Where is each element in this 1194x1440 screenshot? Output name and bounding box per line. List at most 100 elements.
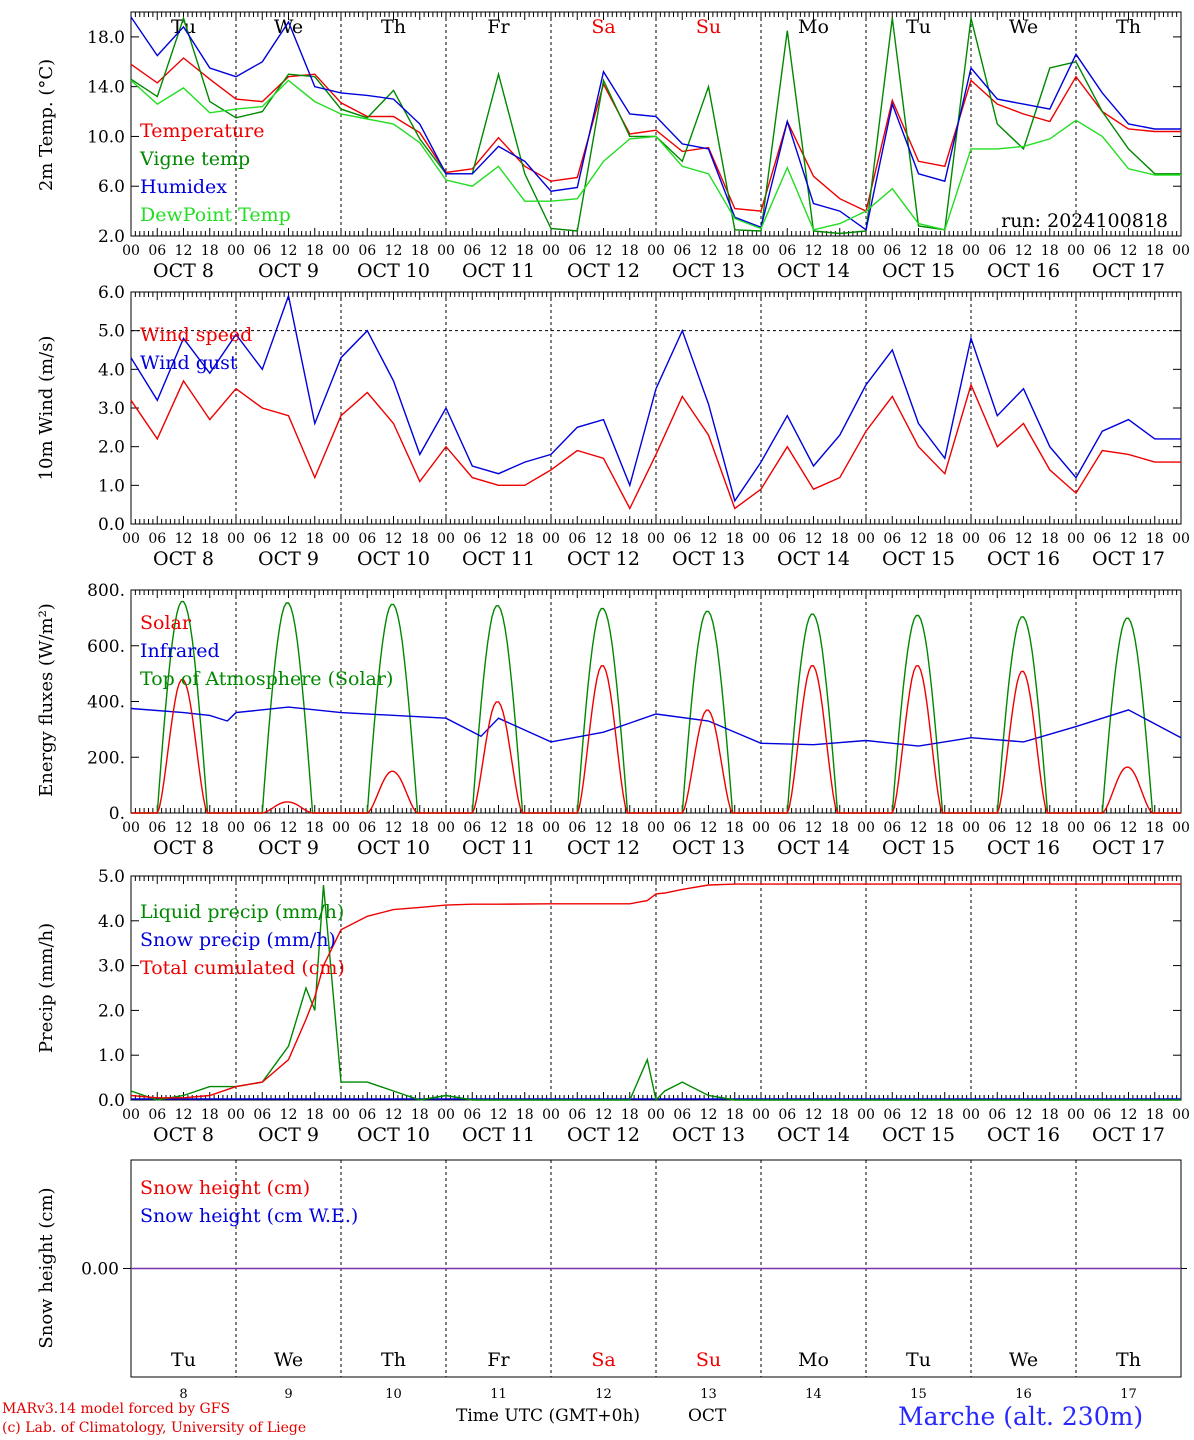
date-label: OCT 12 bbox=[567, 260, 640, 282]
hour-label: 00 bbox=[227, 531, 245, 547]
hour-label: 00 bbox=[437, 243, 455, 259]
date-label: OCT 11 bbox=[462, 1124, 535, 1146]
legend-entry: Wind gust bbox=[140, 352, 238, 374]
date-label: OCT 14 bbox=[777, 837, 850, 859]
date-label: OCT 9 bbox=[258, 837, 319, 859]
hour-label: 06 bbox=[1093, 820, 1111, 836]
hour-label: 18 bbox=[621, 243, 639, 259]
date-label: OCT 13 bbox=[672, 1124, 745, 1146]
hour-label: 12 bbox=[490, 243, 508, 259]
y-tick-label: 2.0 bbox=[98, 227, 125, 247]
hour-label: 12 bbox=[700, 1107, 718, 1123]
y-axis-label: 10m Wind (m/s) bbox=[36, 336, 57, 481]
hour-label: 18 bbox=[306, 820, 324, 836]
hour-label: 12 bbox=[805, 531, 823, 547]
date-label: OCT 17 bbox=[1092, 837, 1165, 859]
hour-label: 06 bbox=[1093, 531, 1111, 547]
hour-label: 00 bbox=[752, 1107, 770, 1123]
hour-label: 12 bbox=[175, 243, 193, 259]
legend-entry: Snow height (cm) bbox=[140, 1177, 310, 1199]
hour-label: 12 bbox=[175, 820, 193, 836]
date-label: OCT 13 bbox=[672, 837, 745, 859]
hour-label: 06 bbox=[148, 820, 166, 836]
hour-label: 06 bbox=[883, 1107, 901, 1123]
y-tick-label: 400. bbox=[87, 693, 125, 713]
hour-label: 18 bbox=[201, 531, 219, 547]
hour-label: 12 bbox=[385, 243, 403, 259]
day-abbr: Th bbox=[381, 1349, 406, 1371]
hour-label: 06 bbox=[358, 1107, 376, 1123]
date-label: OCT 15 bbox=[882, 1124, 955, 1146]
panel-2: 0.0 1.0 2.0 3.0 4.0 5.0 6.0 10m Wind (m/s) Wind … bbox=[36, 283, 1182, 535]
day-abbr: We bbox=[274, 16, 303, 38]
hour-label: 00 bbox=[332, 243, 350, 259]
date-label: OCT 14 bbox=[777, 548, 850, 570]
hour-label: 12 bbox=[1120, 531, 1138, 547]
hour-label: 00 bbox=[542, 820, 560, 836]
hour-label: 06 bbox=[883, 243, 901, 259]
hour-label: 18 bbox=[306, 531, 324, 547]
hour-label: 06 bbox=[883, 820, 901, 836]
date-label: OCT 8 bbox=[153, 837, 214, 859]
hour-label: 06 bbox=[988, 243, 1006, 259]
day-number: 17 bbox=[1120, 1387, 1137, 1402]
hour-label: 12 bbox=[700, 820, 718, 836]
x-axis-title: Time UTC (GMT+0h) bbox=[456, 1406, 641, 1426]
day-abbr: Fr bbox=[487, 16, 510, 38]
series-line bbox=[130, 293, 1181, 503]
hour-label: 18 bbox=[1146, 820, 1164, 836]
day-abbr: Th bbox=[381, 16, 406, 38]
date-label: OCT 9 bbox=[258, 1124, 319, 1146]
day-number: 16 bbox=[1015, 1387, 1032, 1402]
panel-4: 0.0 1.0 2.0 3.0 4.0 5.0 Precip (mm/h) Liquid pr… bbox=[36, 867, 1182, 1111]
day-abbr: Mo bbox=[798, 1349, 829, 1371]
day-abbr: Su bbox=[696, 1349, 721, 1371]
hour-label: 18 bbox=[411, 531, 429, 547]
hour-label: 18 bbox=[831, 243, 849, 259]
hour-label: 00 bbox=[857, 1107, 875, 1123]
hour-label: 00 bbox=[1172, 820, 1190, 836]
panel-frame bbox=[130, 11, 1182, 237]
hour-label: 12 bbox=[805, 1107, 823, 1123]
hour-label: 18 bbox=[726, 243, 744, 259]
hour-label: 00 bbox=[1067, 1107, 1085, 1123]
hour-label: 06 bbox=[778, 1107, 796, 1123]
date-label: OCT 11 bbox=[462, 260, 535, 282]
legend-entry: Wind speed bbox=[140, 324, 252, 346]
day-number: 13 bbox=[700, 1387, 717, 1402]
hour-label: 12 bbox=[175, 1107, 193, 1123]
hour-label: 12 bbox=[1120, 1107, 1138, 1123]
hour-label: 12 bbox=[490, 820, 508, 836]
hour-label: 00 bbox=[332, 820, 350, 836]
hour-label: 00 bbox=[962, 243, 980, 259]
hour-label: 12 bbox=[805, 243, 823, 259]
series-line bbox=[130, 883, 1181, 1099]
legend-entry: Liquid precip (mm/h) bbox=[140, 901, 344, 923]
hour-label: 00 bbox=[1172, 1107, 1190, 1123]
hour-label: 18 bbox=[831, 531, 849, 547]
hour-label: 00 bbox=[752, 820, 770, 836]
hour-label: 18 bbox=[516, 531, 534, 547]
day-number: 9 bbox=[284, 1387, 292, 1402]
hour-label: 00 bbox=[122, 531, 140, 547]
hour-label: 12 bbox=[1015, 531, 1033, 547]
legend-entry: Snow precip (mm/h) bbox=[140, 929, 336, 951]
hour-label: 12 bbox=[490, 531, 508, 547]
model-credit: MARv3.14 model forced by GFS bbox=[2, 1401, 231, 1417]
legend-entry: Infrared bbox=[140, 640, 220, 662]
hour-label: 00 bbox=[647, 820, 665, 836]
hour-label: 00 bbox=[1172, 243, 1190, 259]
hour-label: 12 bbox=[385, 1107, 403, 1123]
y-tick-label: 0. bbox=[109, 804, 125, 824]
hour-label: 06 bbox=[463, 820, 481, 836]
panel-frame bbox=[130, 589, 1182, 814]
date-label: OCT 17 bbox=[1092, 260, 1165, 282]
date-label: OCT 11 bbox=[462, 548, 535, 570]
hour-label: 18 bbox=[411, 1107, 429, 1123]
hour-label: 06 bbox=[568, 531, 586, 547]
legend-entry: Humidex bbox=[140, 176, 227, 198]
y-tick-label: 0.00 bbox=[81, 1260, 119, 1280]
hour-label: 00 bbox=[437, 820, 455, 836]
hour-label: 18 bbox=[516, 1107, 534, 1123]
